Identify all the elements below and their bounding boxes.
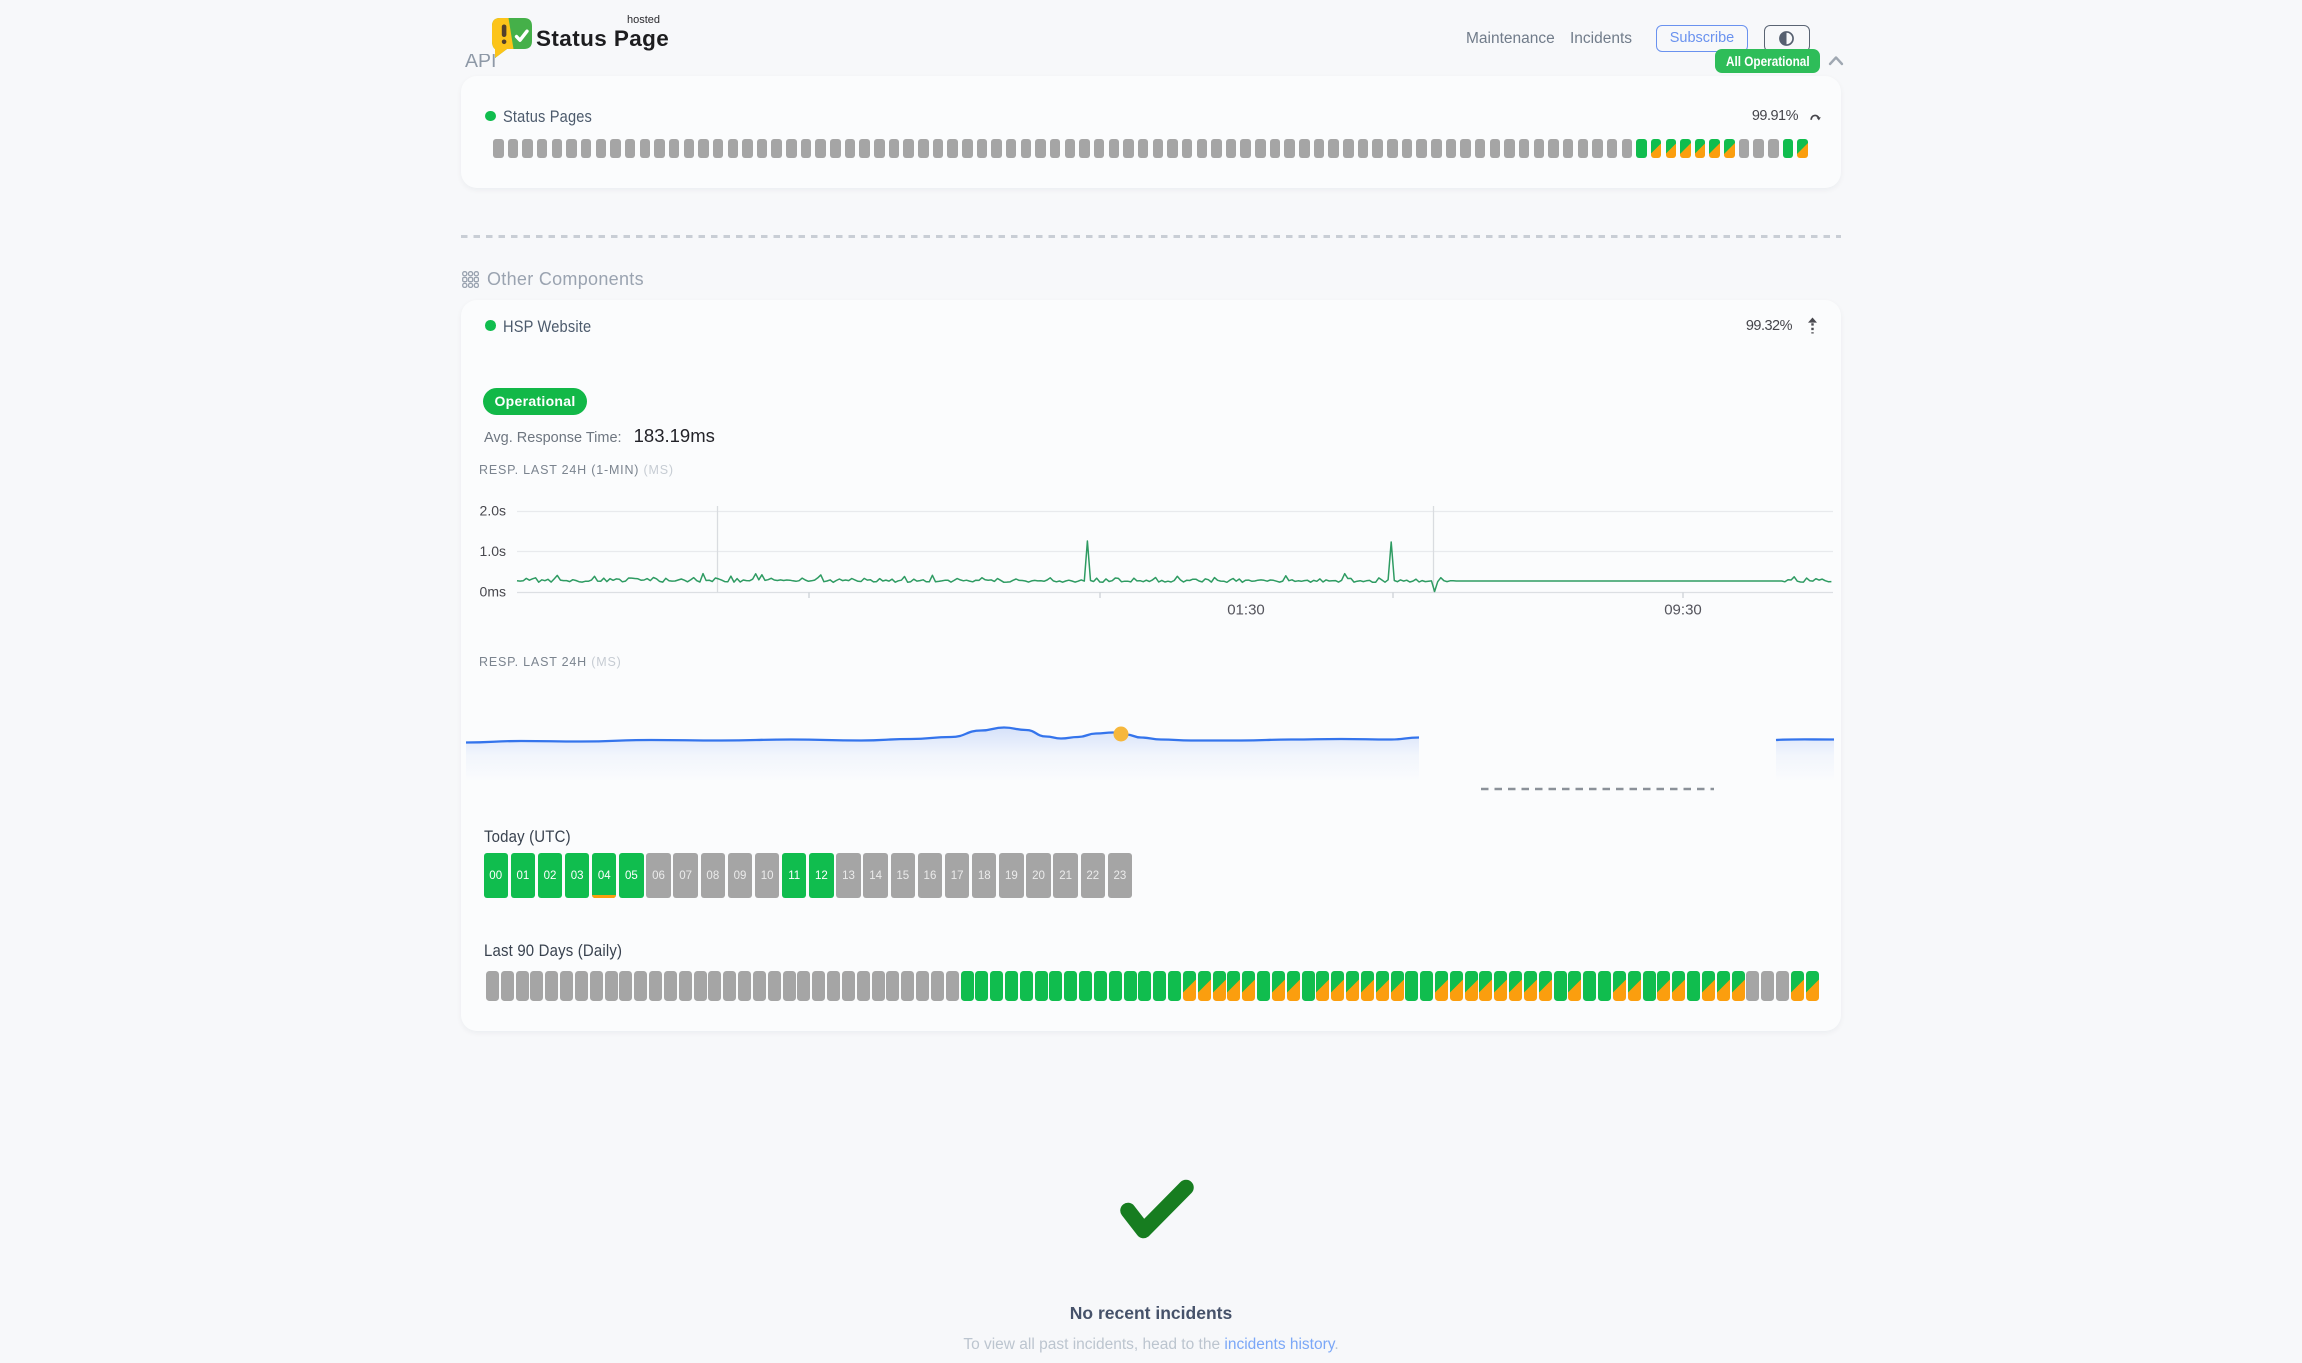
svg-text:01:30: 01:30	[1227, 602, 1265, 619]
svg-text:1.0s: 1.0s	[480, 543, 506, 559]
svg-text:0ms: 0ms	[480, 584, 506, 600]
svg-text:2.0s: 2.0s	[480, 503, 506, 519]
svg-text:09:30: 09:30	[1664, 602, 1702, 619]
